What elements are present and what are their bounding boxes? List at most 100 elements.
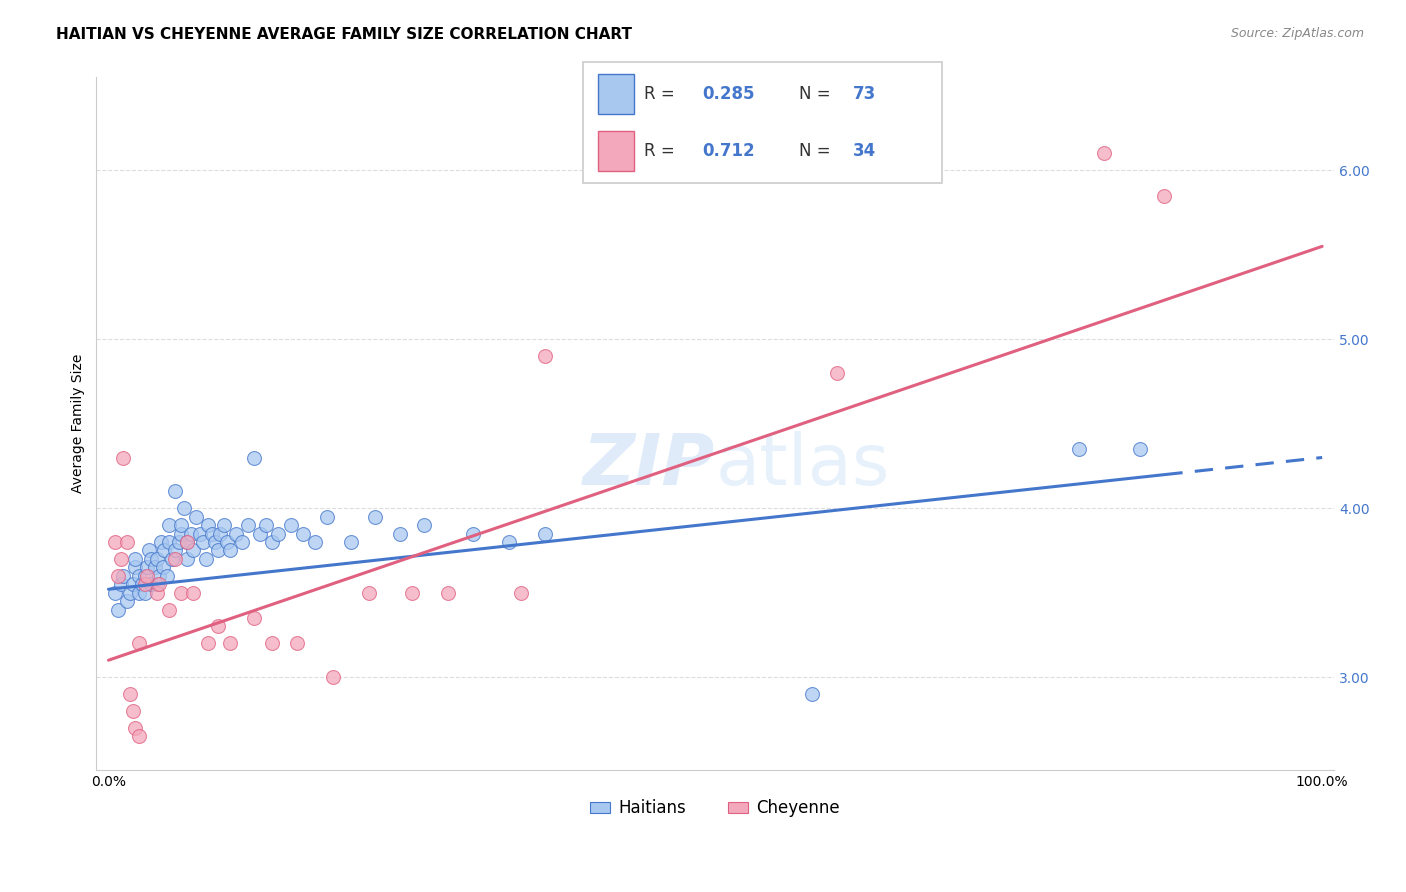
Point bbox=[107, 602, 129, 616]
Point bbox=[183, 543, 205, 558]
Point bbox=[176, 535, 198, 549]
Point bbox=[1069, 442, 1091, 456]
Text: Source: ZipAtlas.com: Source: ZipAtlas.com bbox=[1230, 27, 1364, 40]
Y-axis label: Average Family Size: Average Family Size bbox=[72, 354, 86, 493]
Legend: Haitians, Cheyenne: Haitians, Cheyenne bbox=[583, 793, 846, 824]
Text: ZIP: ZIP bbox=[583, 431, 716, 500]
Point bbox=[197, 518, 219, 533]
Point bbox=[364, 509, 387, 524]
Bar bbox=[598, 75, 634, 114]
Point bbox=[322, 670, 344, 684]
Point bbox=[534, 526, 557, 541]
Point bbox=[285, 636, 308, 650]
Point bbox=[218, 636, 240, 650]
Point bbox=[207, 619, 229, 633]
Point bbox=[131, 577, 153, 591]
Point bbox=[115, 594, 138, 608]
Text: atlas: atlas bbox=[716, 431, 890, 500]
Point bbox=[160, 552, 183, 566]
Point bbox=[534, 349, 557, 363]
Point bbox=[148, 568, 170, 582]
Text: 0.712: 0.712 bbox=[702, 142, 755, 160]
Point bbox=[262, 535, 284, 549]
Point bbox=[204, 535, 226, 549]
Point bbox=[153, 543, 176, 558]
Point bbox=[209, 526, 232, 541]
Point bbox=[167, 535, 190, 549]
Point bbox=[304, 535, 326, 549]
Point bbox=[128, 568, 150, 582]
Point bbox=[124, 552, 146, 566]
Point bbox=[121, 704, 143, 718]
Point bbox=[401, 585, 423, 599]
Point bbox=[236, 518, 259, 533]
Point bbox=[1129, 442, 1152, 456]
Point bbox=[801, 687, 824, 701]
Point bbox=[183, 585, 205, 599]
Point bbox=[128, 585, 150, 599]
Point bbox=[413, 518, 436, 533]
Text: R =: R = bbox=[644, 142, 681, 160]
Point bbox=[134, 577, 156, 591]
Point bbox=[267, 526, 290, 541]
Point bbox=[359, 585, 381, 599]
Point bbox=[115, 535, 138, 549]
Text: HAITIAN VS CHEYENNE AVERAGE FAMILY SIZE CORRELATION CHART: HAITIAN VS CHEYENNE AVERAGE FAMILY SIZE … bbox=[56, 27, 633, 42]
Point bbox=[121, 577, 143, 591]
Point bbox=[146, 585, 169, 599]
Point bbox=[173, 501, 195, 516]
Point bbox=[124, 721, 146, 735]
Point bbox=[1092, 146, 1115, 161]
Text: N =: N = bbox=[799, 86, 835, 103]
Point bbox=[184, 509, 207, 524]
Point bbox=[207, 543, 229, 558]
Point bbox=[201, 526, 224, 541]
Point bbox=[218, 543, 240, 558]
Text: 73: 73 bbox=[852, 86, 876, 103]
Point bbox=[134, 568, 156, 582]
Point bbox=[316, 509, 339, 524]
Point bbox=[388, 526, 411, 541]
Point bbox=[152, 560, 174, 574]
Point bbox=[176, 552, 198, 566]
Point bbox=[262, 636, 284, 650]
Point bbox=[280, 518, 302, 533]
Point bbox=[128, 636, 150, 650]
Point bbox=[136, 568, 159, 582]
Point bbox=[112, 568, 135, 582]
FancyBboxPatch shape bbox=[583, 62, 942, 183]
Point bbox=[138, 543, 160, 558]
Point bbox=[157, 602, 180, 616]
Point bbox=[103, 535, 125, 549]
Point bbox=[149, 535, 172, 549]
Point bbox=[170, 585, 193, 599]
Point bbox=[437, 585, 460, 599]
Point bbox=[225, 526, 247, 541]
Point bbox=[143, 560, 166, 574]
Point bbox=[340, 535, 363, 549]
Point bbox=[188, 526, 211, 541]
Point bbox=[103, 585, 125, 599]
Point bbox=[157, 518, 180, 533]
Point bbox=[217, 535, 239, 549]
Text: R =: R = bbox=[644, 86, 681, 103]
Point bbox=[110, 577, 132, 591]
Point bbox=[139, 577, 162, 591]
Point bbox=[825, 366, 848, 380]
Point bbox=[212, 518, 235, 533]
Point bbox=[461, 526, 484, 541]
Point bbox=[148, 577, 170, 591]
Text: 0.285: 0.285 bbox=[702, 86, 754, 103]
Point bbox=[146, 552, 169, 566]
Point bbox=[136, 560, 159, 574]
Point bbox=[197, 636, 219, 650]
Point bbox=[498, 535, 520, 549]
Point bbox=[194, 552, 217, 566]
Point bbox=[510, 585, 533, 599]
Text: N =: N = bbox=[799, 142, 835, 160]
Point bbox=[146, 577, 169, 591]
Point bbox=[165, 552, 187, 566]
Point bbox=[120, 687, 142, 701]
Point bbox=[165, 543, 187, 558]
Point bbox=[191, 535, 214, 549]
